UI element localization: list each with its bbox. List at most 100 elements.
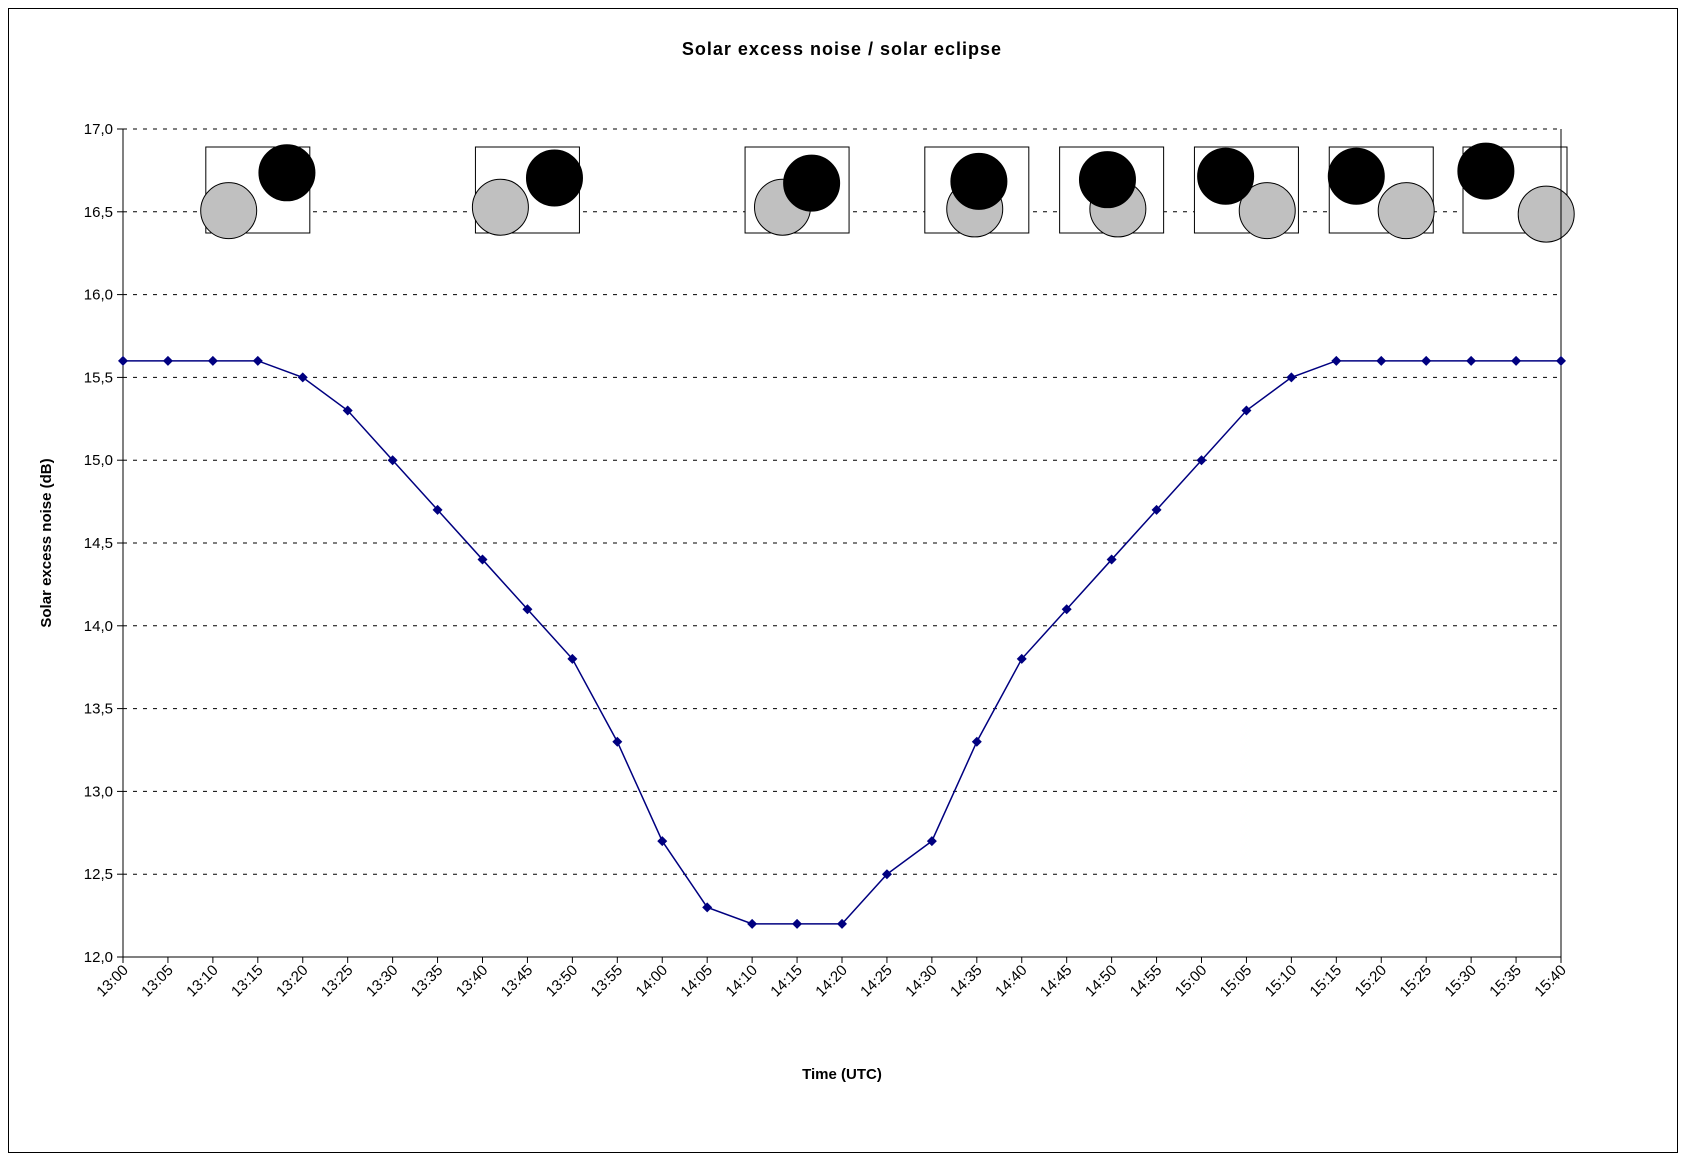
x-axis-title: Time (UTC) xyxy=(802,1066,882,1083)
data-point xyxy=(1511,355,1522,366)
x-tick-label: 14:15 xyxy=(767,962,806,1001)
data-point xyxy=(837,918,847,929)
y-tick-label: 12,0 xyxy=(84,949,113,966)
x-tick-label: 13:45 xyxy=(498,962,537,1001)
x-tick-label: 15:20 xyxy=(1352,962,1391,1001)
y-tick-label: 14,0 xyxy=(84,618,113,635)
data-point xyxy=(1196,455,1207,466)
data-point xyxy=(1421,355,1432,366)
eclipse-icon xyxy=(1327,146,1435,240)
data-point xyxy=(1061,604,1072,615)
data-point xyxy=(926,836,937,847)
data-point xyxy=(657,836,668,847)
eclipse-phase-icons xyxy=(200,142,1575,243)
x-tick-label: 14:40 xyxy=(992,962,1031,1001)
data-point xyxy=(162,355,173,366)
x-tick-label: 13:35 xyxy=(408,962,447,1001)
x-tick-label: 14:20 xyxy=(812,962,851,1001)
moon-disc xyxy=(783,154,841,212)
sun-disc xyxy=(200,182,258,240)
x-tick-label: 13:50 xyxy=(543,962,582,1001)
data-point xyxy=(1151,504,1162,515)
y-tick-label: 14,5 xyxy=(84,535,113,552)
x-tick-label: 13:00 xyxy=(93,962,132,1001)
y-axis-title: Solar excess noise (dB) xyxy=(38,458,55,627)
sun-disc xyxy=(1238,182,1296,240)
x-tick-label: 15:15 xyxy=(1307,962,1346,1001)
data-point xyxy=(387,455,398,466)
data-point xyxy=(971,736,982,747)
x-tick-label: 14:30 xyxy=(902,962,941,1001)
x-tick-label: 15:00 xyxy=(1172,962,1211,1001)
x-tick-label: 13:10 xyxy=(183,962,222,1001)
x-tick-label: 15:25 xyxy=(1396,962,1435,1001)
x-tick-label: 15:10 xyxy=(1262,962,1301,1001)
data-point xyxy=(477,554,488,565)
data-point xyxy=(297,372,308,383)
data-point xyxy=(1556,355,1566,366)
data-point xyxy=(1376,355,1387,366)
y-tick-label: 16,5 xyxy=(84,204,113,221)
x-tick-label: 13:30 xyxy=(363,962,402,1001)
sun-disc xyxy=(1377,182,1435,240)
data-point xyxy=(747,918,758,929)
x-tick-label: 13:55 xyxy=(588,962,627,1001)
data-point xyxy=(1466,355,1477,366)
data-series xyxy=(118,355,1566,929)
x-tick-label: 15:40 xyxy=(1531,962,1570,1001)
data-point xyxy=(1241,405,1252,416)
data-point xyxy=(522,604,533,615)
x-tick-label: 14:50 xyxy=(1082,962,1121,1001)
y-tick-label: 13,5 xyxy=(84,701,113,718)
data-point xyxy=(567,653,578,664)
data-point xyxy=(1331,355,1342,366)
x-tick-label: 13:40 xyxy=(453,962,492,1001)
x-tick-labels: 13:00 13:05 13:10 13:15 13:20 13:25 13:30 13:35… xyxy=(93,957,1570,1000)
x-tick-label: 14:55 xyxy=(1127,962,1166,1001)
grid-lines xyxy=(123,128,1561,875)
moon-disc xyxy=(525,149,583,207)
x-tick-label: 14:00 xyxy=(633,962,672,1001)
x-tick-label: 13:05 xyxy=(138,962,177,1001)
y-tick-labels: 12,0 12,5 13,0 13,5 14,0 14,5 15,0 15,5 16,0 16,5… xyxy=(84,121,123,966)
data-point xyxy=(612,736,623,747)
data-point xyxy=(118,355,128,366)
moon-disc xyxy=(1327,147,1385,205)
x-tick-label: 15:35 xyxy=(1486,962,1525,1001)
sun-disc xyxy=(471,178,529,236)
solar-noise-chart: Solar excess noise / solar eclipse 12,01… xyxy=(38,39,1575,1083)
data-point xyxy=(881,869,892,880)
data-point xyxy=(432,504,443,515)
data-point xyxy=(702,902,713,913)
eclipse-icon xyxy=(1059,146,1165,238)
series-line xyxy=(123,360,1561,925)
x-tick-label: 14:35 xyxy=(947,962,986,1001)
eclipse-icon xyxy=(471,146,583,236)
x-tick-label: 14:25 xyxy=(857,962,896,1001)
moon-disc xyxy=(1457,142,1515,200)
data-point xyxy=(792,918,803,929)
x-tick-label: 13:20 xyxy=(273,962,312,1001)
data-point xyxy=(252,355,263,366)
x-tick-label: 14:05 xyxy=(677,962,716,1001)
y-tick-label: 12,5 xyxy=(84,866,113,883)
y-tick-label: 17,0 xyxy=(84,121,113,138)
x-tick-label: 14:10 xyxy=(722,962,761,1001)
eclipse-icon xyxy=(744,146,850,236)
chart-title: Solar excess noise / solar eclipse xyxy=(682,39,1002,59)
moon-disc xyxy=(1197,147,1255,205)
data-point xyxy=(1286,372,1297,383)
eclipse-icon xyxy=(1457,142,1575,243)
sun-disc xyxy=(1517,185,1575,243)
moon-disc xyxy=(950,152,1008,210)
chart-frame: Solar excess noise / solar eclipse 12,0 1… xyxy=(8,8,1678,1153)
y-tick-label: 16,0 xyxy=(84,287,113,304)
eclipse-icon xyxy=(924,146,1030,238)
y-tick-label: 15,5 xyxy=(84,369,113,386)
data-point xyxy=(207,355,218,366)
eclipse-icon xyxy=(200,144,316,240)
data-point xyxy=(1016,653,1027,664)
y-tick-label: 15,0 xyxy=(84,452,113,469)
moon-disc xyxy=(1078,151,1136,209)
data-point xyxy=(1106,554,1117,565)
